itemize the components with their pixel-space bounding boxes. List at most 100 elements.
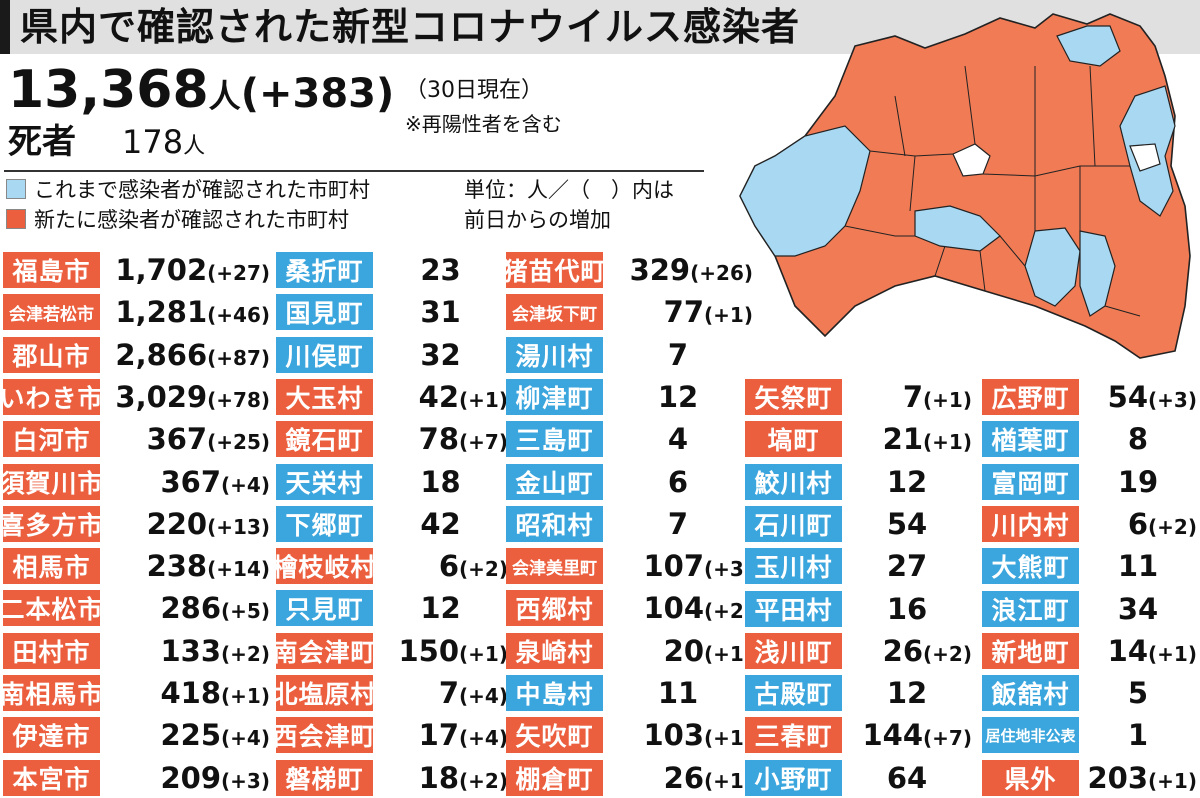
case-count: 286 <box>160 591 222 626</box>
municipality-row: 楢葉町 8 <box>982 419 1197 459</box>
municipality-row: 川内村 6(+2) <box>982 504 1197 544</box>
case-count: 19 <box>1117 464 1159 499</box>
municipality-value: 286(+5) <box>100 591 270 625</box>
municipality-value: 20(+1) <box>603 634 753 668</box>
municipality-label: 鏡石町 <box>276 421 373 458</box>
municipality-value: 42 <box>373 507 508 541</box>
municipality-label: 南会津町 <box>273 632 376 669</box>
municipality-label: 楢葉町 <box>982 421 1079 458</box>
municipality-label: 三島町 <box>506 421 603 458</box>
case-count: 418 <box>160 676 222 710</box>
municipality-value: 133(+2) <box>100 634 270 668</box>
municipality-row: 大熊町 11 <box>982 546 1197 586</box>
map-area-unconfirmed-east <box>1129 143 1161 172</box>
municipality-row: 三島町 4 <box>506 419 753 459</box>
municipality-label: 平田村 <box>745 590 842 627</box>
case-delta: (+87) <box>207 345 270 370</box>
case-delta: (+1) <box>221 684 270 708</box>
municipality-row: 飯舘村 5 <box>982 673 1197 713</box>
total-count: 13,368 <box>8 60 209 120</box>
municipality-label: 西郷村 <box>506 590 603 627</box>
case-delta: (+26) <box>690 261 753 285</box>
municipality-label: 玉川村 <box>745 548 842 585</box>
municipality-label: 喜多方市 <box>0 505 103 542</box>
case-count: 7 <box>902 380 924 414</box>
municipality-value: 42(+1) <box>373 380 508 414</box>
case-count: 77 <box>663 295 705 330</box>
municipality-row: 浅川町 26(+2) <box>745 631 972 671</box>
municipality-label: 棚倉町 <box>506 759 603 796</box>
case-delta: (+1) <box>923 430 972 455</box>
case-count: 12 <box>886 676 928 711</box>
municipality-row: 只見町 12 <box>276 588 508 628</box>
municipality-value: 1,281(+46) <box>100 295 270 329</box>
municipality-row: 桑折町 23 <box>276 250 508 290</box>
municipality-value: 64 <box>842 761 972 795</box>
case-count: 7 <box>667 506 689 541</box>
case-count: 2,866 <box>115 337 208 372</box>
legend-new-label: 新たに感染者が確認された市町村 <box>34 208 349 232</box>
municipality-value: 1 <box>1079 718 1197 752</box>
municipality-label: 猪苗代町 <box>503 252 606 288</box>
municipality-label: 塙町 <box>745 421 842 458</box>
municipality-row: 会津坂下町 77(+1) <box>506 292 753 332</box>
case-count: 104 <box>643 591 705 626</box>
municipality-value: 6(+2) <box>373 549 508 583</box>
municipality-value: 12 <box>373 591 508 625</box>
municipality-label: 広野町 <box>982 379 1079 415</box>
municipality-value: 4 <box>603 422 753 456</box>
municipality-row: 南会津町 150(+1) <box>273 631 508 671</box>
case-count: 367 <box>160 464 222 499</box>
municipality-label: 小野町 <box>745 759 842 796</box>
case-count: 6 <box>667 464 689 499</box>
municipality-row: 西郷村 104(+2) <box>506 588 753 628</box>
municipality-value: 54(+3) <box>1079 380 1197 414</box>
case-count: 16 <box>886 591 928 626</box>
municipality-row: 伊達市 225(+4) <box>3 715 270 755</box>
unit-note-line2: 前日からの増加 <box>464 208 611 232</box>
case-delta: (+3) <box>1148 388 1197 412</box>
municipality-value: 5 <box>1079 676 1197 710</box>
map-area-south <box>1024 227 1081 307</box>
case-count: 6 <box>438 549 460 584</box>
page-title: 県内で確認された新型コロナウイルス感染者 <box>20 5 801 49</box>
municipality-label: 矢祭町 <box>745 379 842 415</box>
municipality-value: 7(+4) <box>373 676 508 710</box>
case-count: 26 <box>882 633 924 668</box>
municipality-label: 北塩原村 <box>273 675 376 711</box>
municipality-value: 34 <box>1079 592 1197 626</box>
case-delta: (+2) <box>704 599 753 624</box>
case-delta: (+1) <box>459 387 508 412</box>
municipality-label: 飯舘村 <box>982 675 1079 712</box>
map-area-central <box>914 205 1001 252</box>
case-count: 220 <box>146 506 208 541</box>
case-count: 238 <box>146 549 208 584</box>
case-delta: (+7) <box>459 430 508 455</box>
case-count: 107 <box>643 549 705 584</box>
municipality-value: 19 <box>1079 465 1197 499</box>
case-count: 20 <box>663 633 705 668</box>
deaths-unit: 人 <box>183 134 206 159</box>
municipality-label: 相馬市 <box>3 548 100 585</box>
municipality-value: 31 <box>373 295 508 329</box>
municipality-value: 203(+1) <box>1079 761 1197 795</box>
case-count: 6 <box>1127 506 1149 541</box>
case-count: 3,029 <box>115 379 208 414</box>
case-count: 150 <box>398 633 460 668</box>
municipality-label: 会津美里町 <box>506 548 603 585</box>
municipality-row: 相馬市 238(+14) <box>3 546 270 586</box>
case-delta: (+3) <box>704 557 753 582</box>
municipality-label: 本宮市 <box>3 759 100 796</box>
municipality-row: 須賀川市 367(+4) <box>0 462 270 502</box>
municipality-value: 1,702(+27) <box>100 253 270 287</box>
municipality-row: 広野町 54(+3) <box>982 377 1197 417</box>
case-count: 329 <box>629 253 691 287</box>
municipality-row: いわき市 3,029(+78) <box>0 377 270 417</box>
municipality-value: 12 <box>842 676 972 710</box>
municipality-label: 白河市 <box>3 421 100 458</box>
municipality-value: 367(+4) <box>100 465 270 499</box>
case-delta: (+1) <box>923 388 972 412</box>
municipality-value: 21(+1) <box>842 422 972 456</box>
case-count: 103 <box>643 718 705 753</box>
municipality-row: 石川町 54 <box>745 504 972 544</box>
